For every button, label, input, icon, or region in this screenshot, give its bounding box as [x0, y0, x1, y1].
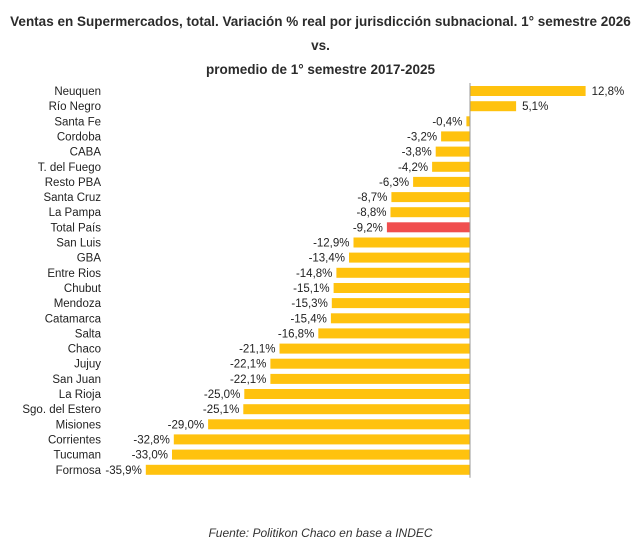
category-label-neuquen: Neuquen	[54, 86, 101, 98]
value-label-san-luis: -12,9%	[313, 238, 349, 250]
category-label-cordoba: Cordoba	[57, 131, 102, 143]
bar-santa-cruz	[391, 192, 470, 203]
value-label-t-del-fuego: -4,2%	[398, 162, 428, 174]
category-label-la-pampa: La Pampa	[49, 207, 102, 219]
value-label-corrientes: -32,8%	[133, 434, 169, 446]
bar-t-del-fuego	[432, 161, 470, 172]
bar-jujuy	[270, 358, 470, 369]
value-label-neuquen: 12,8%	[592, 86, 625, 98]
value-label-sgo-del-estero: -25,1%	[203, 404, 239, 416]
bar-sgo-del-estero	[243, 404, 470, 415]
category-label-catamarca: Catamarca	[45, 313, 102, 325]
bar-mendoza	[331, 298, 470, 309]
value-label-mendoza: -15,3%	[291, 298, 327, 310]
bar-total-pais	[386, 222, 470, 233]
category-label-resto-pba: Resto PBA	[45, 177, 102, 189]
bar-santa-fe	[466, 116, 470, 127]
category-label-t-del-fuego: T. del Fuego	[38, 162, 101, 174]
value-label-cordoba: -3,2%	[407, 131, 437, 143]
value-label-chaco: -21,1%	[239, 344, 275, 356]
category-label-san-luis: San Luis	[56, 238, 101, 250]
chart-title-line-1: Ventas en Supermercados, total. Variació…	[10, 14, 631, 53]
value-label-total-pais: -9,2%	[353, 222, 383, 234]
value-label-jujuy: -22,1%	[230, 359, 266, 371]
bar-corrientes	[173, 434, 471, 445]
bar-entre-rios	[336, 267, 470, 278]
value-label-la-pampa: -8,8%	[356, 207, 386, 219]
chart-source: Fuente: Politikon Chaco en base a INDEC	[208, 526, 433, 540]
bar-chubut	[333, 283, 470, 293]
value-label-la-rioja: -25,0%	[204, 389, 240, 401]
value-label-misiones: -29,0%	[168, 419, 204, 431]
bar-resto-pba	[413, 176, 470, 187]
category-label-chubut: Chubut	[64, 283, 102, 295]
category-label-tucuman: Tucuman	[53, 450, 101, 462]
category-label-sgo-del-estero: Sgo. del Estero	[22, 404, 101, 416]
bar-chart: 12,8% Neuquen 5,1% Río Negro -0,4% Santa Fe -3…	[22, 83, 625, 478]
bar-rio-negro	[470, 101, 517, 112]
bar-caba	[435, 146, 470, 157]
category-label-jujuy: Jujuy	[74, 359, 101, 371]
bar-salta	[318, 328, 470, 339]
chart-title: Ventas en Supermercados, total. Variació…	[0, 10, 641, 82]
category-label-santa-cruz: Santa Cruz	[43, 192, 101, 204]
category-label-mendoza: Mendoza	[54, 298, 102, 310]
value-label-resto-pba: -6,3%	[379, 177, 409, 189]
value-label-santa-fe: -0,4%	[432, 116, 462, 128]
category-label-misiones: Misiones	[56, 419, 102, 431]
bar-neuquen	[470, 86, 586, 96]
category-label-entre-rios: Entre Rios	[47, 268, 101, 280]
bar-tucuman	[172, 449, 470, 460]
bar-chaco	[279, 343, 470, 354]
bar-gba	[349, 252, 470, 263]
value-label-formosa: -35,9%	[105, 465, 141, 477]
category-label-la-rioja: La Rioja	[59, 389, 102, 401]
bar-san-juan	[270, 373, 470, 384]
value-label-san-juan: -22,1%	[230, 374, 266, 386]
bar-san-luis	[353, 237, 470, 248]
category-label-salta: Salta	[75, 328, 102, 340]
category-label-total-pais: Total País	[51, 222, 102, 234]
chart-title-line-2: promedio de 1° semestre 2017-2025	[205, 62, 436, 77]
value-label-catamarca: -15,4%	[290, 313, 326, 325]
bar-formosa	[145, 464, 471, 475]
category-label-gba: GBA	[77, 253, 102, 265]
category-label-formosa: Formosa	[56, 465, 102, 477]
value-label-entre-rios: -14,8%	[296, 268, 332, 280]
category-label-san-juan: San Juan	[52, 374, 101, 386]
bar-la-pampa	[390, 207, 470, 218]
bar-misiones	[208, 419, 470, 430]
category-label-caba: CABA	[70, 147, 102, 159]
bar-la-rioja	[244, 389, 470, 399]
bar-catamarca	[330, 313, 470, 324]
category-label-chaco: Chaco	[68, 344, 101, 356]
category-label-rio-negro: Río Negro	[49, 101, 101, 113]
value-label-caba: -3,8%	[402, 147, 432, 159]
value-label-chubut: -15,1%	[293, 283, 329, 295]
value-label-gba: -13,4%	[309, 253, 345, 265]
value-label-salta: -16,8%	[278, 328, 314, 340]
value-label-santa-cruz: -8,7%	[357, 192, 387, 204]
value-label-tucuman: -33,0%	[132, 450, 168, 462]
bar-cordoba	[441, 131, 470, 142]
category-label-santa-fe: Santa Fe	[54, 116, 101, 128]
category-label-corrientes: Corrientes	[48, 434, 101, 446]
value-label-rio-negro: 5,1%	[522, 101, 548, 113]
